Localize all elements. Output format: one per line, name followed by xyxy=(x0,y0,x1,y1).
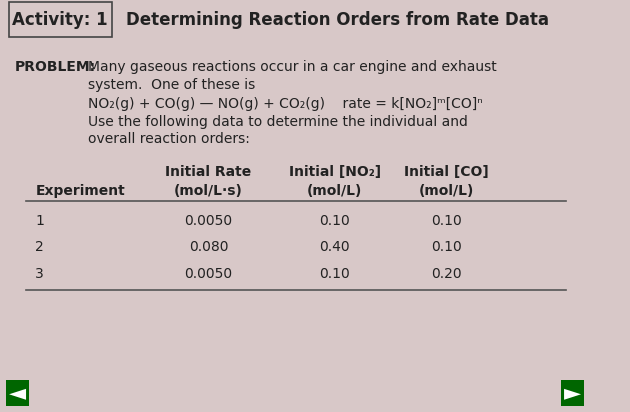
Text: (mol/L·s): (mol/L·s) xyxy=(174,184,243,198)
Text: ◄: ◄ xyxy=(9,383,26,403)
Text: 0.10: 0.10 xyxy=(431,240,462,254)
Text: Use the following data to determine the individual and: Use the following data to determine the … xyxy=(88,115,468,129)
Text: Experiment: Experiment xyxy=(35,184,125,198)
Text: Many gaseous reactions occur in a car engine and exhaust: Many gaseous reactions occur in a car en… xyxy=(88,60,497,74)
Text: 3: 3 xyxy=(35,267,44,281)
Text: 2: 2 xyxy=(35,240,44,254)
Text: Activity: 1: Activity: 1 xyxy=(13,11,108,28)
Text: 0.10: 0.10 xyxy=(319,214,350,228)
FancyBboxPatch shape xyxy=(9,2,112,37)
Text: Initial Rate: Initial Rate xyxy=(165,165,251,179)
Text: Determining Reaction Orders from Rate Data: Determining Reaction Orders from Rate Da… xyxy=(126,11,549,28)
Text: PROBLEM:: PROBLEM: xyxy=(14,60,96,74)
Text: overall reaction orders:: overall reaction orders: xyxy=(88,132,250,146)
Text: 0.40: 0.40 xyxy=(319,240,350,254)
Text: 0.080: 0.080 xyxy=(188,240,228,254)
Text: ►: ► xyxy=(564,383,581,403)
Text: Initial [NO₂]: Initial [NO₂] xyxy=(289,165,381,179)
Text: 0.0050: 0.0050 xyxy=(185,267,232,281)
Text: 0.10: 0.10 xyxy=(319,267,350,281)
Text: system.  One of these is: system. One of these is xyxy=(88,78,255,92)
Text: 0.0050: 0.0050 xyxy=(185,214,232,228)
Text: NO₂(g) + CO(g) — NO(g) + CO₂(g)    rate = k[NO₂]ᵐ[CO]ⁿ: NO₂(g) + CO(g) — NO(g) + CO₂(g) rate = k… xyxy=(88,96,483,110)
Text: 0.10: 0.10 xyxy=(431,214,462,228)
Text: (mol/L): (mol/L) xyxy=(307,184,362,198)
Text: 1: 1 xyxy=(35,214,44,228)
Text: (mol/L): (mol/L) xyxy=(418,184,474,198)
Text: 0.20: 0.20 xyxy=(431,267,461,281)
Text: Initial [CO]: Initial [CO] xyxy=(404,165,488,179)
